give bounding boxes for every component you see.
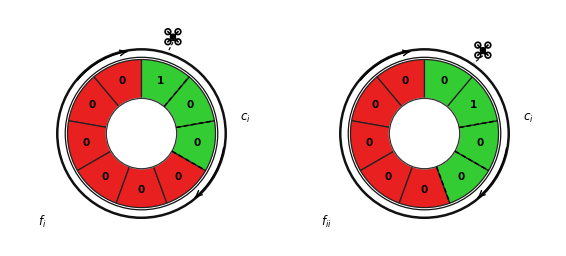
- Wedge shape: [68, 77, 119, 127]
- Wedge shape: [377, 59, 424, 106]
- Wedge shape: [172, 121, 216, 170]
- Wedge shape: [436, 151, 488, 203]
- Wedge shape: [67, 121, 111, 170]
- Text: 0: 0: [138, 185, 145, 195]
- Circle shape: [170, 34, 175, 39]
- Text: 0: 0: [365, 138, 372, 148]
- Wedge shape: [361, 151, 413, 203]
- Text: 1: 1: [470, 100, 477, 110]
- Circle shape: [106, 98, 177, 169]
- Text: 0: 0: [372, 100, 379, 110]
- Wedge shape: [399, 167, 450, 208]
- Text: 0: 0: [401, 76, 409, 86]
- Wedge shape: [447, 77, 498, 127]
- Text: 1: 1: [157, 76, 165, 86]
- Text: 0: 0: [440, 76, 448, 86]
- Text: c$_i$: c$_i$: [522, 112, 533, 125]
- Wedge shape: [78, 151, 130, 203]
- Text: 0: 0: [384, 172, 392, 182]
- Text: 0: 0: [477, 138, 484, 148]
- Wedge shape: [350, 121, 394, 170]
- Text: 0: 0: [89, 100, 96, 110]
- Wedge shape: [455, 121, 499, 170]
- Circle shape: [481, 48, 486, 53]
- Text: 0: 0: [101, 172, 109, 182]
- Wedge shape: [94, 59, 142, 106]
- Text: 0: 0: [421, 185, 428, 195]
- Text: 0: 0: [194, 138, 201, 148]
- Text: c$_i$: c$_i$: [239, 112, 250, 125]
- Wedge shape: [424, 59, 472, 106]
- Text: 0: 0: [457, 172, 465, 182]
- Wedge shape: [153, 151, 205, 203]
- Wedge shape: [116, 167, 167, 208]
- Text: 0: 0: [82, 138, 89, 148]
- Wedge shape: [142, 59, 189, 106]
- Circle shape: [340, 49, 509, 218]
- Wedge shape: [164, 77, 215, 127]
- Text: 0: 0: [118, 76, 126, 86]
- Text: 0: 0: [187, 100, 194, 110]
- Text: f$_{ii}$: f$_{ii}$: [321, 214, 332, 230]
- Text: f$_i$: f$_i$: [38, 214, 46, 230]
- Wedge shape: [351, 77, 402, 127]
- Text: 0: 0: [174, 172, 182, 182]
- Circle shape: [389, 98, 460, 169]
- Circle shape: [57, 49, 226, 218]
